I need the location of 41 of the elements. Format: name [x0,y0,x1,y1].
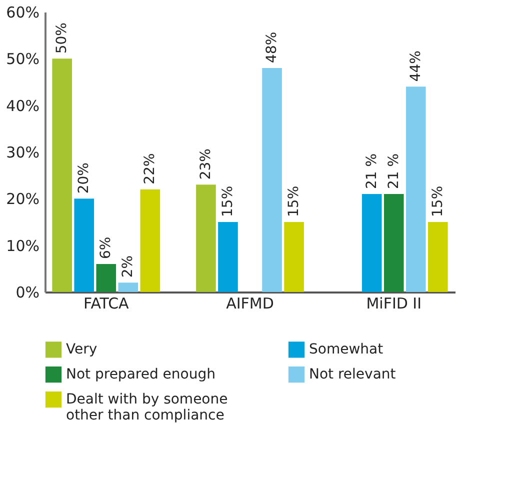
y-tick-label: 20% [6,190,40,208]
y-tick-label: 60% [6,4,40,22]
data-label: 6% [98,236,114,259]
bar [96,264,116,292]
bar [118,282,138,292]
legend-label: Not relevant [309,366,396,382]
data-label: 50% [54,22,70,54]
data-label: 15% [220,186,236,217]
y-tick-label: 0% [16,284,40,302]
data-label: 15% [430,186,446,217]
x-tick-label: FATCA [83,294,130,312]
legend-label: Not prepared enough [66,366,216,382]
x-tick-label: AIFMD [226,294,274,312]
bar [406,86,426,292]
bar [74,198,94,292]
data-label: 21 % [386,153,402,189]
bar [362,194,382,292]
bar [140,189,160,292]
data-label: 44% [408,50,424,82]
bar [428,222,448,292]
data-label: 15% [286,186,302,217]
data-label: 2% [120,255,136,278]
y-tick-label: 40% [6,96,40,115]
bar [52,58,72,292]
legend-label: Dealt with by someone other than compliance [66,392,228,424]
y-tick-label: 10% [6,236,40,255]
legend-label: Very [66,342,98,358]
bar [218,222,238,292]
y-tick-label: 50% [6,50,40,68]
bar [384,194,404,292]
data-label: 22% [142,153,158,184]
data-label: 23% [198,148,214,180]
y-tick-label: 30% [6,144,40,162]
bar [284,222,304,292]
x-tick-label: MiFID II [366,294,422,312]
data-label: 48% [264,32,280,63]
data-label: 20% [76,162,92,194]
legend-label: Somewhat [309,342,384,358]
bar [196,184,216,292]
bar [262,68,282,292]
data-label: 21 % [364,153,380,189]
